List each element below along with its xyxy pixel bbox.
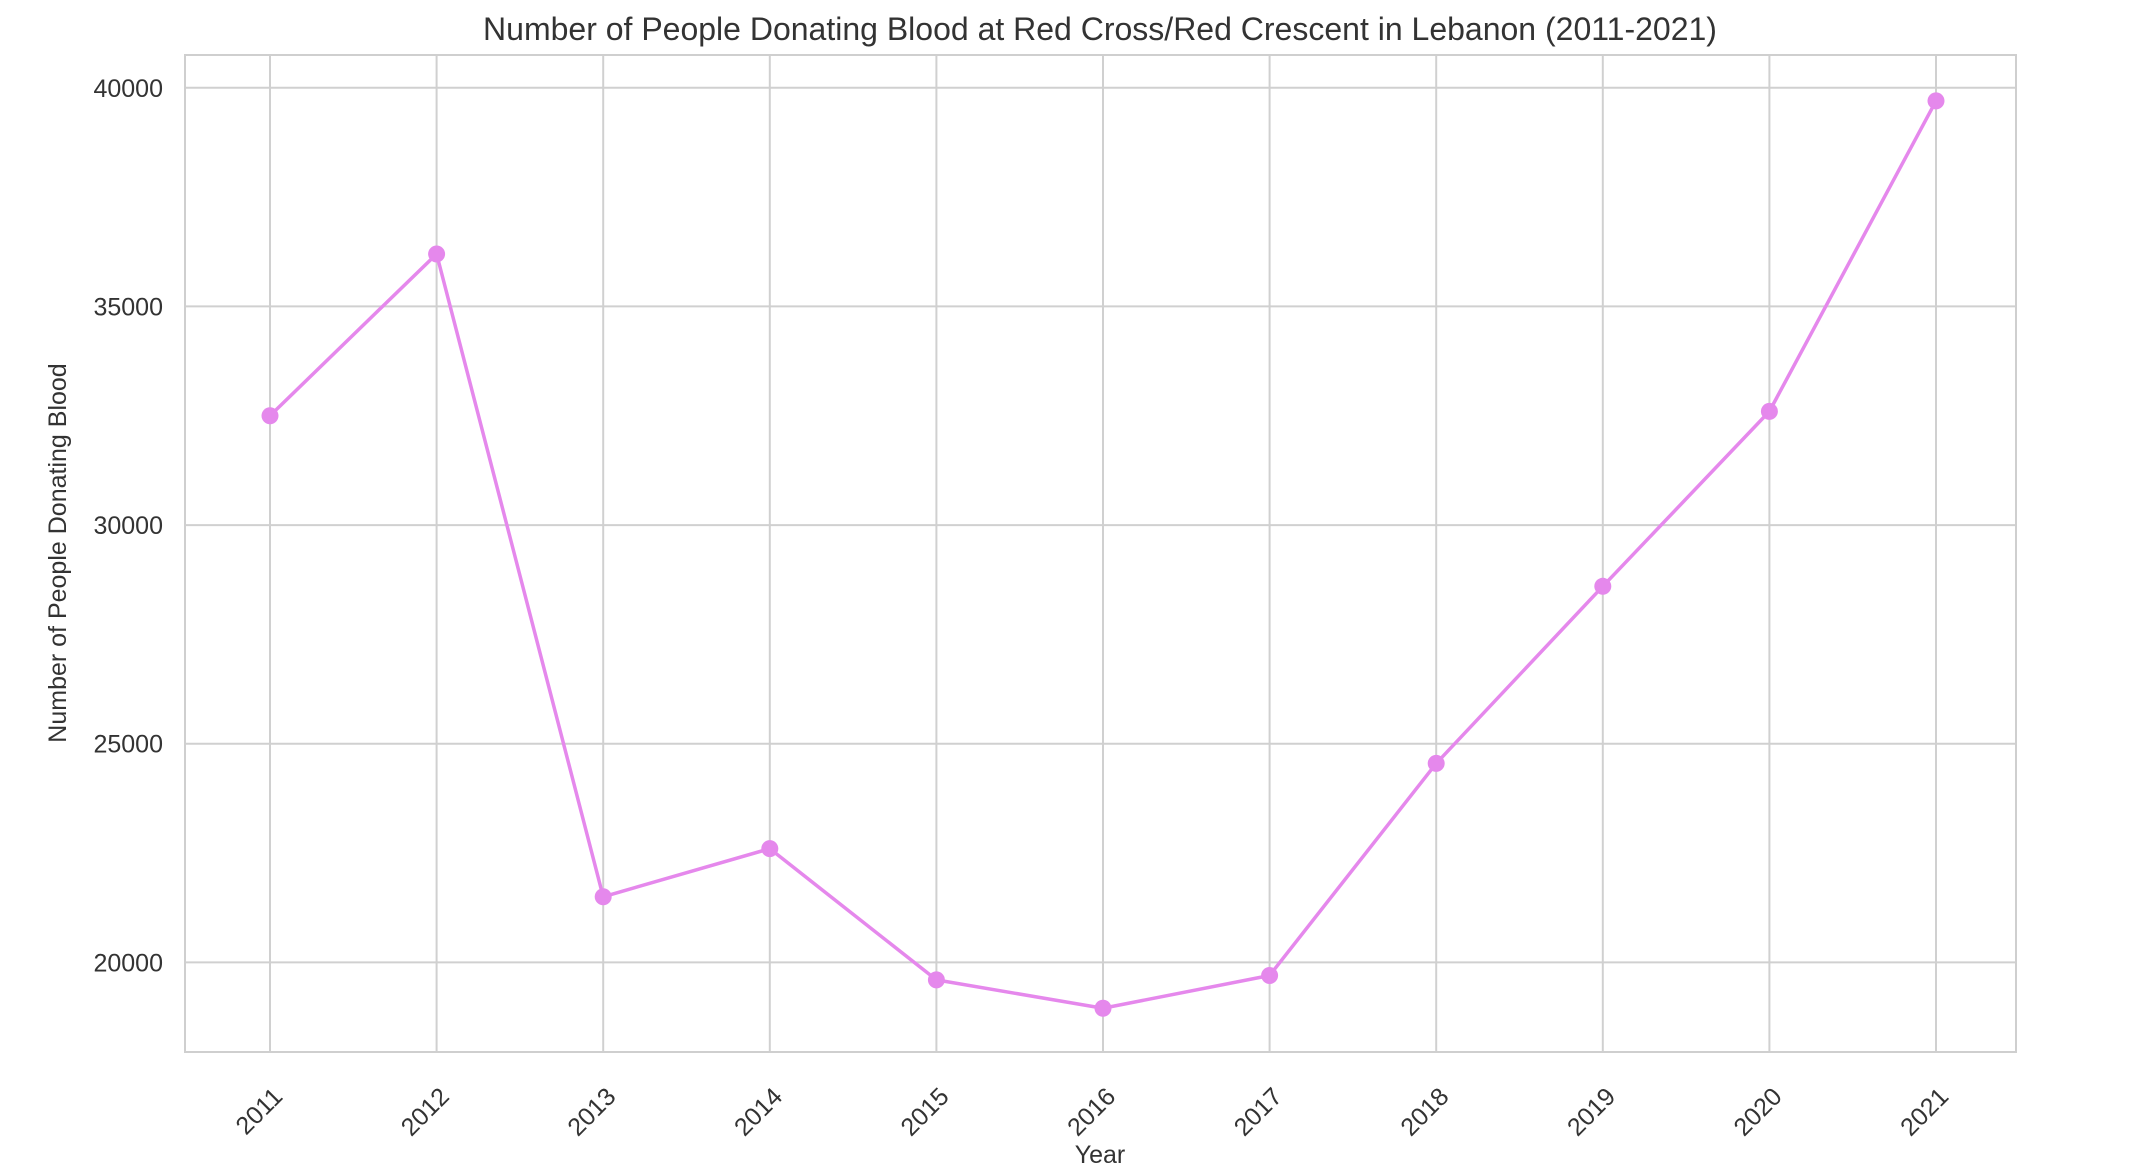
- plot-frame: [184, 54, 2017, 1053]
- data-point: [1427, 754, 1445, 772]
- data-point: [1594, 577, 1612, 595]
- data-point: [1760, 402, 1778, 420]
- data-point: [761, 840, 779, 858]
- chart-title: Number of People Donating Blood at Red C…: [483, 11, 1717, 47]
- y-tick-label: 20000: [93, 949, 163, 977]
- data-point: [428, 245, 446, 263]
- series-layer: [261, 92, 1945, 1017]
- y-tick-label: 40000: [93, 75, 163, 103]
- data-point: [261, 407, 279, 425]
- data-point: [927, 971, 945, 989]
- grid: [185, 55, 2016, 1052]
- y-axis-label: Number of People Donating Blood: [44, 363, 72, 742]
- y-axis-ticks: 20000 25000 30000 35000 40000: [93, 75, 163, 978]
- y-tick-label: 30000: [93, 512, 163, 540]
- data-point: [1261, 966, 1279, 984]
- y-tick-label: 35000: [93, 293, 163, 321]
- data-point: [1094, 999, 1112, 1017]
- x-axis-label: Year: [1075, 1141, 1126, 1169]
- y-tick-label: 25000: [93, 731, 163, 759]
- data-point: [594, 888, 612, 906]
- data-point: [1927, 92, 1945, 110]
